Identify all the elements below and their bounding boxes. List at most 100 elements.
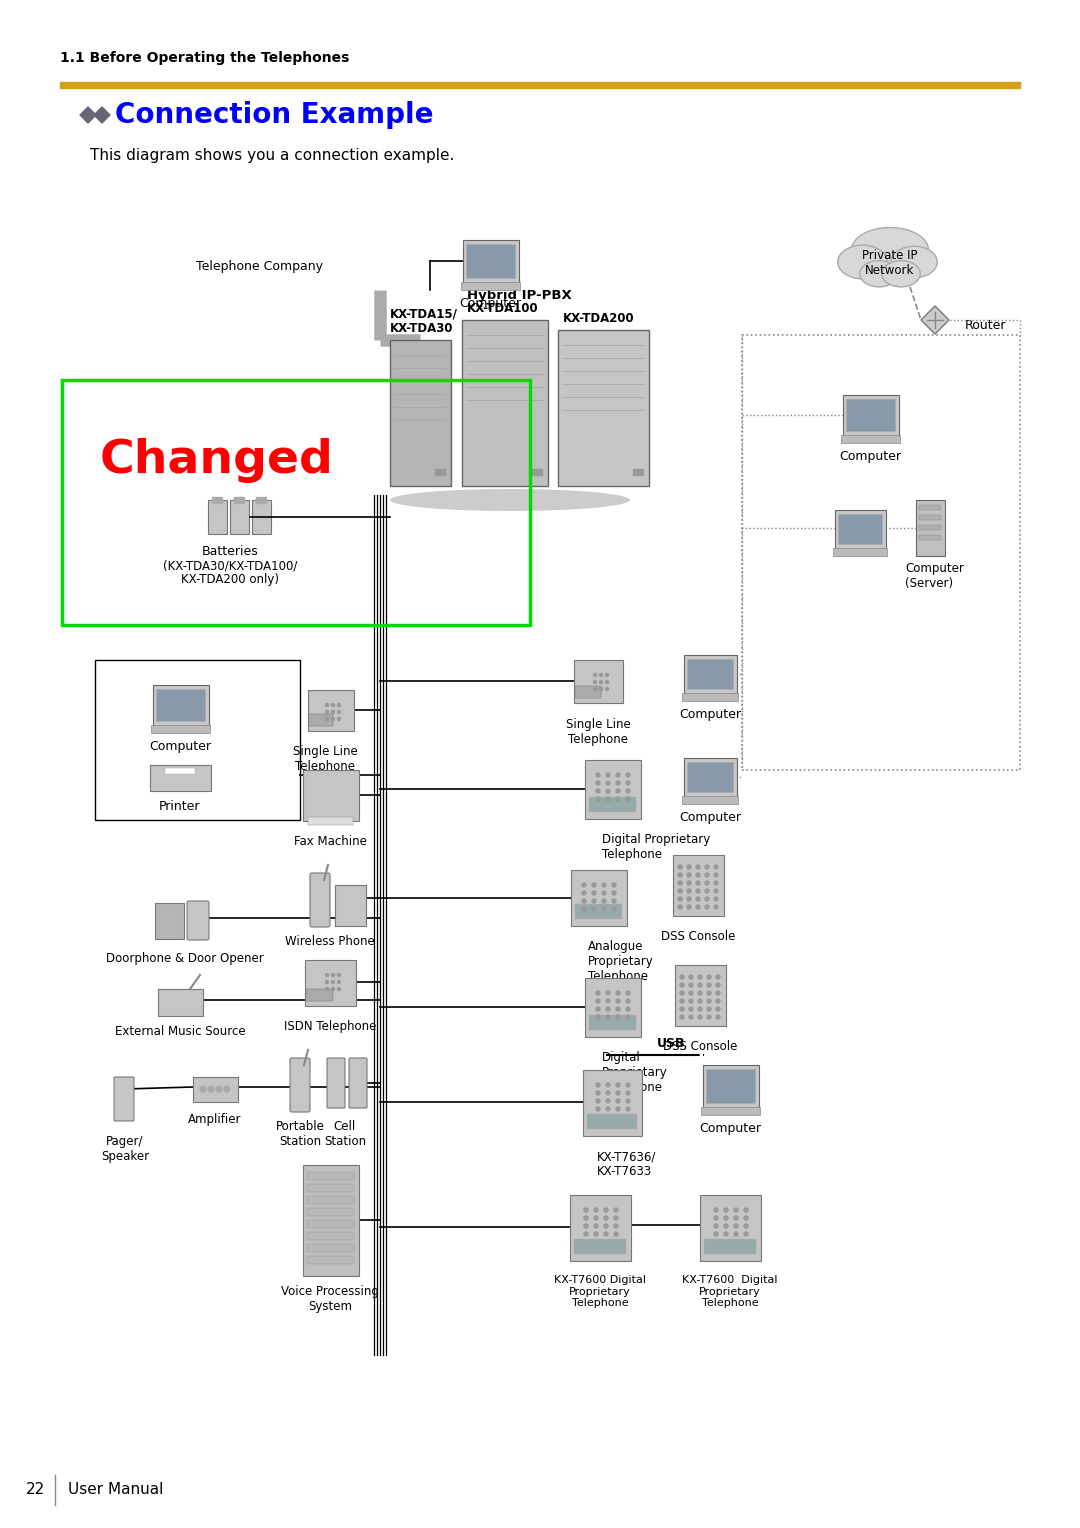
Circle shape <box>606 1083 610 1086</box>
Bar <box>307 1244 354 1251</box>
Circle shape <box>680 999 684 1002</box>
Ellipse shape <box>860 261 899 287</box>
Circle shape <box>680 1007 684 1012</box>
Circle shape <box>626 992 630 995</box>
Bar <box>461 283 519 290</box>
Text: Single Line
Telephone: Single Line Telephone <box>293 746 357 773</box>
Circle shape <box>696 865 700 869</box>
Circle shape <box>714 905 718 909</box>
Circle shape <box>714 889 718 892</box>
FancyBboxPatch shape <box>114 1077 134 1122</box>
Circle shape <box>584 1209 588 1212</box>
FancyBboxPatch shape <box>192 1077 238 1102</box>
Circle shape <box>604 1224 608 1229</box>
Circle shape <box>616 1106 620 1111</box>
Text: 22: 22 <box>26 1482 45 1497</box>
Circle shape <box>596 773 600 778</box>
Circle shape <box>698 975 702 979</box>
Text: Computer: Computer <box>459 296 521 310</box>
Circle shape <box>612 891 616 895</box>
Circle shape <box>687 889 691 892</box>
Circle shape <box>604 1232 608 1236</box>
Circle shape <box>626 1015 630 1019</box>
Text: External Music Source: External Music Source <box>114 1025 245 1038</box>
Bar <box>681 796 738 804</box>
Circle shape <box>604 1216 608 1219</box>
Circle shape <box>616 1007 620 1012</box>
Circle shape <box>689 975 693 979</box>
Circle shape <box>596 1083 600 1086</box>
Circle shape <box>680 992 684 995</box>
Ellipse shape <box>891 246 937 278</box>
Text: Pager/
Speaker: Pager/ Speaker <box>100 1135 149 1163</box>
Circle shape <box>716 1015 720 1019</box>
FancyBboxPatch shape <box>349 1057 367 1108</box>
Circle shape <box>616 992 620 995</box>
Text: KX-T7600  Digital
Proprietary
Telephone: KX-T7600 Digital Proprietary Telephone <box>683 1274 778 1308</box>
Text: Computer: Computer <box>149 740 211 753</box>
Circle shape <box>606 674 608 677</box>
Text: USB: USB <box>657 1038 686 1050</box>
FancyBboxPatch shape <box>327 1057 345 1108</box>
Circle shape <box>678 897 681 902</box>
Circle shape <box>599 688 603 691</box>
Ellipse shape <box>851 228 929 272</box>
Circle shape <box>744 1209 748 1212</box>
Circle shape <box>594 1209 598 1212</box>
Circle shape <box>599 674 603 677</box>
Circle shape <box>734 1232 738 1236</box>
Text: Single Line
Telephone: Single Line Telephone <box>566 718 631 746</box>
Circle shape <box>705 882 708 885</box>
Circle shape <box>596 781 600 785</box>
Circle shape <box>705 897 708 902</box>
FancyBboxPatch shape <box>335 885 365 926</box>
Circle shape <box>626 1106 630 1111</box>
FancyBboxPatch shape <box>207 500 227 533</box>
Bar <box>919 515 941 520</box>
Text: DSS Console: DSS Console <box>663 1041 738 1053</box>
Circle shape <box>714 1216 718 1219</box>
Circle shape <box>714 865 718 869</box>
Bar <box>573 1239 626 1254</box>
Circle shape <box>714 882 718 885</box>
Circle shape <box>687 872 691 877</box>
Text: Computer: Computer <box>839 451 901 463</box>
Circle shape <box>698 992 702 995</box>
Bar <box>234 497 244 503</box>
FancyBboxPatch shape <box>575 686 600 698</box>
Text: Private IP
Network: Private IP Network <box>862 249 918 277</box>
Circle shape <box>602 908 606 911</box>
Bar <box>575 905 622 918</box>
Circle shape <box>705 872 708 877</box>
Circle shape <box>596 992 600 995</box>
Bar <box>589 798 636 811</box>
Circle shape <box>592 891 596 895</box>
Circle shape <box>687 905 691 909</box>
FancyBboxPatch shape <box>584 978 640 1036</box>
Circle shape <box>325 718 328 721</box>
FancyBboxPatch shape <box>149 764 211 790</box>
Bar <box>681 694 738 701</box>
Bar <box>704 1239 756 1254</box>
Circle shape <box>606 999 610 1002</box>
Bar <box>435 469 445 475</box>
Circle shape <box>724 1209 728 1212</box>
Circle shape <box>606 992 610 995</box>
FancyBboxPatch shape <box>684 654 737 694</box>
Circle shape <box>678 905 681 909</box>
Circle shape <box>707 999 711 1002</box>
FancyBboxPatch shape <box>462 240 518 283</box>
Circle shape <box>687 865 691 869</box>
Circle shape <box>224 1086 230 1093</box>
Text: KX-TDA200: KX-TDA200 <box>563 312 635 325</box>
Circle shape <box>616 798 620 801</box>
Circle shape <box>689 992 693 995</box>
Circle shape <box>612 883 616 886</box>
Circle shape <box>325 973 328 976</box>
Bar <box>701 1106 760 1115</box>
Circle shape <box>332 973 335 976</box>
FancyBboxPatch shape <box>308 689 353 730</box>
Text: Changed: Changed <box>100 437 334 483</box>
Circle shape <box>714 897 718 902</box>
Bar <box>307 1209 354 1216</box>
